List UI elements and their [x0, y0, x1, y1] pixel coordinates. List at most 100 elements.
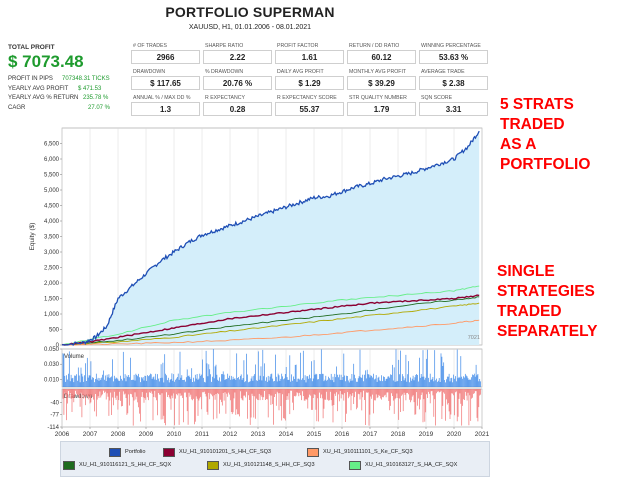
side-stat-row: PROFIT IN PIPS 707348.31 TICKS: [8, 76, 118, 86]
x-tick-label: 2008: [111, 431, 126, 438]
metric-value: 60.12: [347, 50, 416, 64]
series-line-strategy-5: [61, 285, 480, 346]
metric-monthly-avg: MONTHLY AVG PROFIT $ 39.29: [347, 69, 416, 90]
page-title: PORTFOLIO SUPERMAN: [165, 4, 335, 20]
x-axis: 2006 2007 2008 2009 2010 2011 2012 2013 2014 2015…: [55, 427, 490, 438]
metric-value: $ 1.29: [275, 76, 344, 90]
metric-annual-maxdd: ANNUAL % / MAX DD % 1.3: [131, 95, 200, 116]
x-tick-label: 2017: [363, 431, 378, 438]
side-stat-label: PROFIT IN PIPS: [8, 76, 53, 82]
y-tick-label: 3,500: [44, 235, 60, 241]
drawdown-plot: Drawdown -40 -77 -114: [47, 388, 483, 431]
x-tick-label: 2014: [279, 431, 294, 438]
metric-r-expectancy-score: R EXPECTANCY SCORE 55.37: [275, 95, 344, 116]
annotation-line: TRADED: [497, 303, 562, 320]
series-line-strategy-3: [61, 296, 480, 346]
metric-value: 1.61: [275, 50, 344, 64]
legend-swatch: [349, 461, 361, 470]
x-tick-label: 2012: [223, 431, 238, 438]
x-tick-label: 2021: [475, 431, 490, 438]
side-stat-label: CAGR: [8, 104, 26, 111]
x-tick-label: 2006: [55, 431, 70, 438]
series-line-strategy-1: [61, 294, 480, 346]
annotation-line: SEPARATELY: [497, 323, 598, 340]
y-tick-label: 5,500: [44, 173, 60, 179]
volume-y-tick-label: 0.050: [44, 347, 60, 353]
drawdown-title: Drawdown: [64, 394, 92, 400]
y-tick-label: 2,000: [44, 281, 60, 287]
legend-swatch: [163, 448, 175, 457]
metric-value: 0.28: [203, 102, 272, 116]
x-tick-label: 2019: [419, 431, 434, 438]
side-stat-row: CAGR 27.07 %: [8, 105, 118, 115]
metric-trades: # OF TRADES 2966: [131, 43, 200, 64]
metric-winning: WINNING PERCENTAGE 53.63 %: [419, 43, 488, 64]
y-tick-label: 4,500: [44, 204, 60, 210]
y-tick-label: 2,500: [44, 266, 60, 272]
side-stats: PROFIT IN PIPS 707348.31 TICKS YEARLY AVG…: [8, 76, 118, 114]
side-stat-row: YEARLY AVG PROFIT $ 471.53: [8, 86, 118, 96]
metric-value: 55.37: [275, 102, 344, 116]
metric-sqn-score: SQN SCORE 3.31: [419, 95, 488, 116]
metric-pct-drawdown: % DRAWDOWN 20.76 %: [203, 69, 272, 90]
series-line-strategy-4: [61, 302, 480, 346]
total-profit-label: TOTAL PROFIT: [8, 44, 55, 51]
y-tick-label: 6,000: [44, 157, 60, 163]
metric-str-quality: STR QUALITY NUMBER 1.79: [347, 95, 416, 116]
metric-return-dd: RETURN / DD RATIO 60.12: [347, 43, 416, 64]
side-stat-value: 235.78 %: [83, 95, 109, 101]
series-line-portfolio: [61, 130, 480, 346]
metric-value: 53.63 %: [419, 50, 488, 64]
metric-value: $ 2.38: [419, 76, 488, 90]
legend-swatch: [207, 461, 219, 470]
equity-plot: 0 500 1,000 1,500 2,000 2,500 3,000 3,500 4,000 4…: [29, 127, 483, 349]
annotation-line: 5 STRATS: [500, 96, 574, 113]
x-tick-label: 2020: [447, 431, 462, 438]
legend-swatch: [307, 448, 319, 457]
y-tick-label: 6,500: [44, 142, 60, 148]
legend-label: XU_H1_910163127_S_HA_CF_SQX: [365, 462, 458, 468]
metric-value: 2.22: [203, 50, 272, 64]
metric-profit-factor: PROFIT FACTOR 1.61: [275, 43, 344, 64]
metric-value: 20.76 %: [203, 76, 272, 90]
metric-value: 3.31: [419, 102, 488, 116]
metric-sharpe: SHARPE RATIO 2.22: [203, 43, 272, 64]
x-tick-label: 2010: [167, 431, 182, 438]
total-profit-value: $ 7073.48: [8, 52, 84, 71]
y-tick-label: 4,000: [44, 219, 60, 225]
drawdown-y-tick-label: -77: [50, 413, 59, 419]
annotation-line: TRADED: [500, 116, 565, 133]
annotation-line: AS A: [500, 136, 537, 153]
end-value-label: 7021: [468, 335, 480, 341]
annotation-line: PORTFOLIO: [500, 156, 591, 173]
volume-y-tick-label: 0.030: [44, 362, 60, 368]
metric-value: $ 117.65: [131, 76, 200, 90]
y-axis-label: Equity ($): [29, 223, 36, 251]
side-stat-row: YEARLY AVG % RETURN 235.78 %: [8, 95, 118, 105]
annotation-line: STRATEGIES: [497, 283, 595, 300]
side-stat-value: $ 471.53: [78, 85, 102, 92]
metric-value: 2966: [131, 50, 200, 64]
metric-value: 1.3: [131, 102, 200, 116]
legend-swatch: [109, 448, 121, 457]
y-tick-label: 1,500: [44, 297, 60, 303]
legend-label: XU_H1_910116121_S_HH_CF_SQX: [79, 462, 172, 468]
metric-daily-avg: DAILY AVG PROFIT $ 1.29: [275, 69, 344, 90]
metric-value: $ 39.29: [347, 76, 416, 90]
volume-y-tick-label: 0.010: [44, 377, 60, 383]
legend-label: XU_H1_910121148_S_HH_CF_SQ3: [223, 462, 315, 468]
y-tick-label: 0: [56, 343, 60, 349]
x-tick-label: 2007: [83, 431, 98, 438]
portfolio-area: [62, 131, 480, 345]
legend-label: XU_H1_910111101_S_Ke_CF_SQ3: [323, 449, 413, 455]
metric-avg-trade: AVERAGE TRADE $ 2.38: [419, 69, 488, 90]
series-line-strategy-2: [62, 319, 480, 346]
side-stat-value: 707348.31 TICKS: [62, 76, 110, 82]
x-tick-label: 2009: [139, 431, 154, 438]
annotation-single: SINGLE STRATEGIES TRADED SEPARATELY: [497, 262, 598, 342]
legend-label: XU_H1_910101201_S_HH_CF_SQ3: [179, 449, 272, 455]
legend: Portfolio XU_H1_910101201_S_HH_CF_SQ3 XU…: [60, 441, 490, 477]
metric-value: 1.79: [347, 102, 416, 116]
x-tick-label: 2015: [307, 431, 322, 438]
